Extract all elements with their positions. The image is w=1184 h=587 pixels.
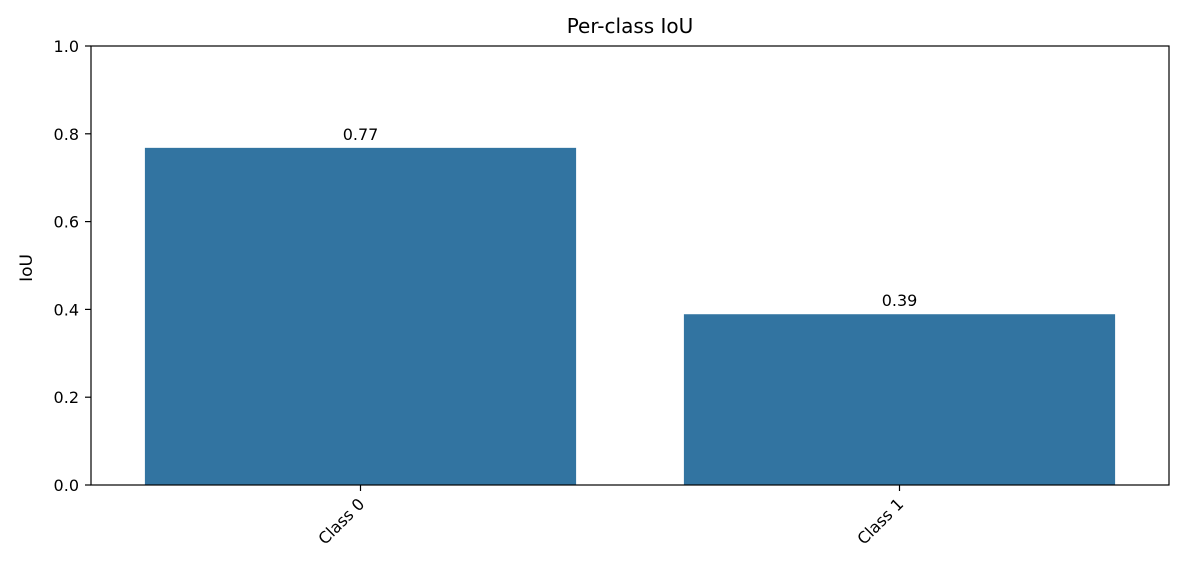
y-tick-label: 1.0 [54,37,79,56]
bar-class-0 [144,147,577,485]
plot-frame [90,45,1170,486]
bar-class-1 [683,314,1116,485]
y-tick-label: 0.8 [54,125,79,144]
y-axis-label: IoU [17,254,37,282]
y-tick-label: 0.0 [54,476,79,495]
data-label: 0.39 [882,291,918,310]
y-tick-label: 0.6 [54,213,79,232]
y-tick-label: 0.4 [54,300,79,319]
x-tick-label: Class 1 [853,494,907,548]
x-tick-label: Class 0 [314,494,368,548]
data-label: 0.77 [343,125,379,144]
y-tick-label: 0.2 [54,388,79,407]
plot-area: 0.77 Class 0 0.39 Class 1 0.0 0.2 0.4 0.6 0.8 1.0 [54,37,1170,548]
chart-title: Per-class IoU [567,14,694,38]
